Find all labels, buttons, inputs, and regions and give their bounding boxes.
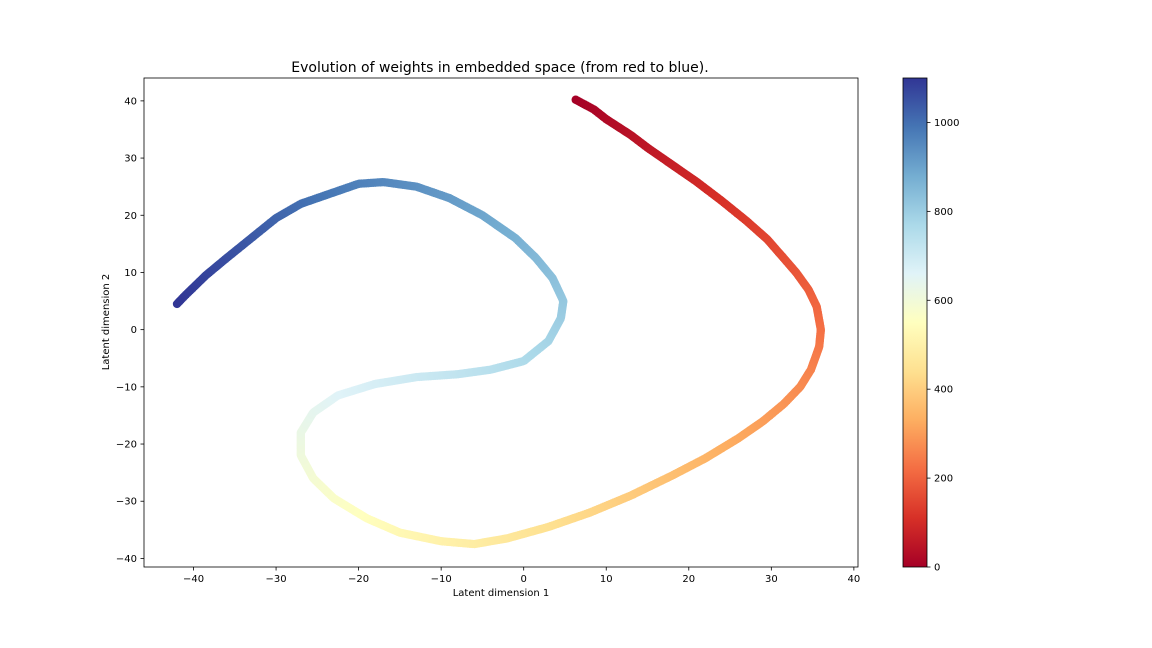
x-axis: −40 −30 −20 −10 0 10 20 30 40	[183, 567, 860, 585]
y-tick-label: −10	[116, 382, 137, 393]
x-tick-label: −20	[348, 574, 369, 585]
y-tick-label: 20	[124, 211, 137, 222]
x-tick-label: 0	[521, 574, 527, 585]
trajectory-point	[172, 299, 182, 309]
x-axis-label: Latent dimension 1	[453, 588, 550, 599]
y-tick-label: 40	[124, 96, 137, 107]
x-tick-label: 30	[765, 574, 778, 585]
x-tick-label: −10	[431, 574, 452, 585]
x-tick-label: −40	[183, 574, 204, 585]
y-tick-label: −40	[116, 554, 137, 565]
x-tick-label: −30	[266, 574, 287, 585]
plot-area-frame	[143, 77, 859, 568]
y-tick-label: 10	[124, 268, 137, 279]
y-tick-label: −30	[116, 497, 137, 508]
colorbar-tick-label: 200	[934, 474, 953, 485]
colorbar-tick-label: 0	[934, 563, 940, 574]
colorbar-axis: 0 200 400 600 800 1000	[927, 118, 959, 574]
colorbar-tick-label: 600	[934, 296, 953, 307]
x-tick-label: 40	[848, 574, 861, 585]
trajectory-markers	[172, 95, 825, 549]
y-tick-label: −20	[116, 440, 137, 451]
chart-title: Evolution of weights in embedded space (…	[291, 60, 708, 76]
x-tick-label: 20	[682, 574, 695, 585]
colorbar	[902, 77, 928, 568]
y-tick-label: 0	[131, 325, 137, 336]
y-tick-label: 30	[124, 154, 137, 165]
x-tick-label: 10	[600, 574, 613, 585]
colorbar-tick-label: 1000	[934, 118, 959, 129]
y-axis-label: Latent dimension 2	[101, 274, 112, 371]
colorbar-tick-label: 400	[934, 385, 953, 396]
colorbar-tick-label: 800	[934, 207, 953, 218]
y-axis: −40 −30 −20 −10 0 10 20 30 40	[116, 96, 144, 565]
